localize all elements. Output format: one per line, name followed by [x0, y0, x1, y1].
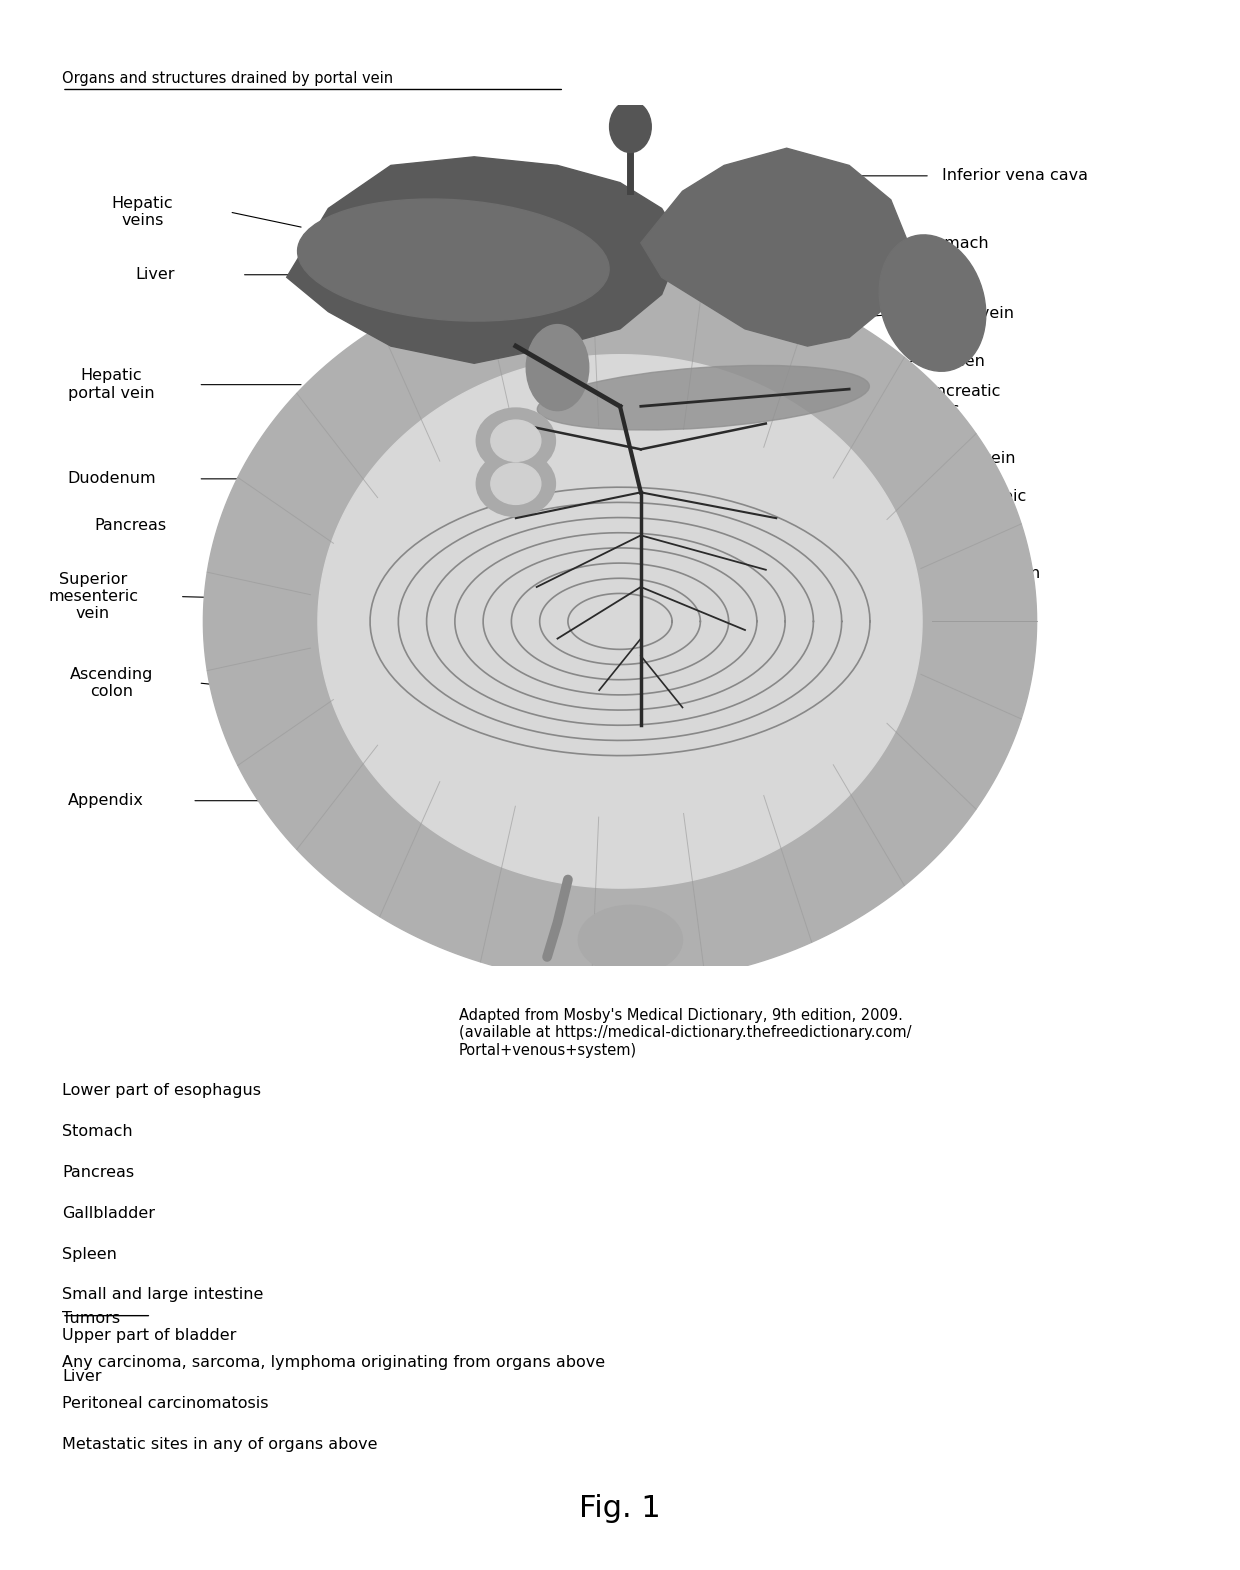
Ellipse shape — [537, 366, 869, 430]
Circle shape — [491, 421, 541, 462]
Text: Gastric vein: Gastric vein — [918, 306, 1013, 322]
Text: Tumors: Tumors — [62, 1311, 120, 1327]
Text: Adapted from Mosby's Medical Dictionary, 9th edition, 2009.
(available at https:: Adapted from Mosby's Medical Dictionary,… — [459, 1008, 911, 1058]
Text: Inferior vena cava: Inferior vena cava — [942, 168, 1089, 184]
Text: Liver: Liver — [135, 267, 175, 283]
Circle shape — [476, 408, 556, 474]
Text: Peritoneal carcinomatosis: Peritoneal carcinomatosis — [62, 1396, 269, 1411]
Text: Gastroepiploic
vein: Gastroepiploic vein — [911, 490, 1027, 521]
Text: Gallbladder: Gallbladder — [62, 1206, 155, 1221]
Polygon shape — [317, 355, 923, 889]
Text: Splenic vein: Splenic vein — [918, 451, 1016, 466]
Text: Inferior
mesenteric vein: Inferior mesenteric vein — [911, 550, 1040, 581]
Text: Metastatic sites in any of organs above: Metastatic sites in any of organs above — [62, 1437, 377, 1452]
Ellipse shape — [610, 100, 651, 152]
Text: Duodenum: Duodenum — [67, 471, 156, 487]
Text: Superior
mesenteric
vein: Superior mesenteric vein — [48, 571, 138, 622]
Text: Stomach: Stomach — [918, 236, 988, 251]
Polygon shape — [641, 148, 911, 345]
Text: Fig. 1: Fig. 1 — [579, 1495, 661, 1523]
Ellipse shape — [298, 199, 609, 322]
Ellipse shape — [578, 906, 682, 973]
Circle shape — [491, 463, 541, 504]
Text: Pancreas: Pancreas — [94, 518, 166, 534]
Circle shape — [476, 451, 556, 517]
Text: Lower part of esophagus: Lower part of esophagus — [62, 1083, 260, 1099]
Text: Upper part of bladder: Upper part of bladder — [62, 1328, 237, 1344]
Text: Hepatic
veins: Hepatic veins — [112, 196, 174, 228]
Text: Pancreatic
veins: Pancreatic veins — [918, 385, 1001, 416]
Ellipse shape — [526, 325, 589, 411]
Text: Spleen: Spleen — [62, 1247, 117, 1262]
Text: Ascending
colon: Ascending colon — [69, 667, 154, 699]
Text: Descending
colon: Descending colon — [918, 612, 1012, 644]
Ellipse shape — [879, 236, 986, 371]
Polygon shape — [286, 157, 682, 363]
Text: Appendix: Appendix — [67, 793, 144, 809]
Text: Spleen: Spleen — [930, 353, 985, 369]
Text: Any carcinoma, sarcoma, lymphoma originating from organs above: Any carcinoma, sarcoma, lymphoma origina… — [62, 1355, 605, 1371]
Text: Hepatic
portal vein: Hepatic portal vein — [68, 369, 155, 400]
Text: Liver: Liver — [62, 1369, 102, 1385]
Text: Pancreas: Pancreas — [62, 1165, 134, 1181]
Text: Small intestine: Small intestine — [911, 670, 1032, 686]
Text: Organs and structures drained by portal vein: Organs and structures drained by portal … — [62, 71, 393, 86]
Text: Stomach: Stomach — [62, 1124, 133, 1140]
Polygon shape — [203, 261, 1037, 983]
Text: Small and large intestine: Small and large intestine — [62, 1287, 263, 1303]
